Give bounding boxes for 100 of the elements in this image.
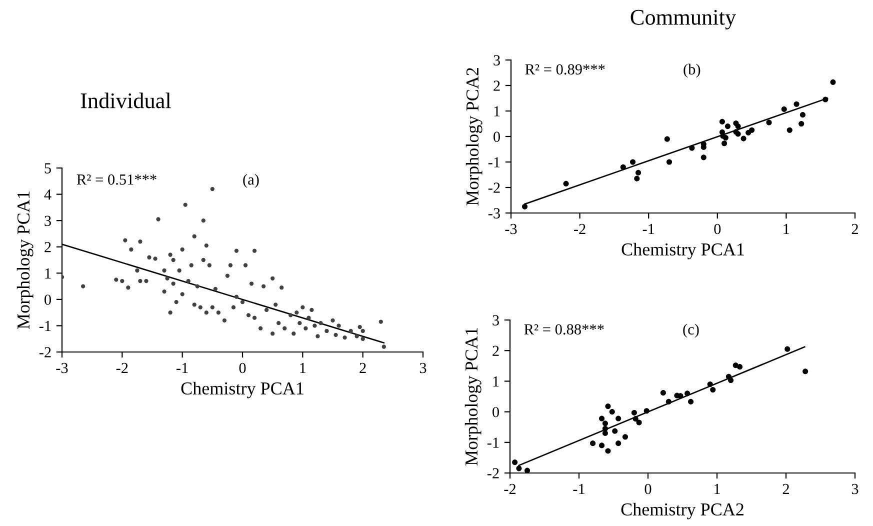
point bbox=[802, 368, 808, 374]
y-tick-label: 1 bbox=[493, 376, 499, 386]
x-tick-label: -2 bbox=[116, 362, 128, 374]
point bbox=[636, 420, 642, 426]
point bbox=[644, 408, 650, 414]
x-tick-label: 0 bbox=[644, 484, 652, 494]
point bbox=[563, 180, 569, 186]
point bbox=[700, 154, 706, 160]
point bbox=[512, 460, 518, 466]
point bbox=[707, 381, 713, 388]
point bbox=[728, 378, 734, 384]
x-tick-label: 1 bbox=[714, 484, 720, 494]
point bbox=[666, 398, 672, 404]
point bbox=[736, 364, 743, 370]
point bbox=[605, 448, 611, 454]
y-axis-title: Morphology PCA2 bbox=[466, 68, 482, 206]
y-tick-label: 3 bbox=[44, 216, 51, 226]
x-axis-title: Chemistry PCA1 bbox=[622, 242, 744, 260]
point bbox=[598, 416, 605, 422]
x-tick-label: -2 bbox=[504, 484, 516, 494]
point bbox=[710, 386, 716, 393]
point bbox=[684, 390, 690, 396]
point bbox=[798, 120, 804, 127]
point bbox=[620, 164, 626, 170]
y-axis-title: Morphology PCA1 bbox=[464, 328, 482, 466]
chart-title: Community bbox=[630, 10, 736, 30]
point bbox=[666, 159, 672, 165]
y-tick-label: 2 bbox=[494, 80, 500, 91]
point bbox=[602, 426, 608, 432]
point bbox=[632, 416, 638, 422]
x-tick-label: 2 bbox=[852, 224, 858, 234]
y-tick-label: -3 bbox=[488, 208, 500, 218]
x-tick-label: -1 bbox=[176, 362, 188, 374]
y-tick-label: 5 bbox=[44, 163, 51, 174]
point bbox=[616, 440, 622, 446]
y-tick-label: 1 bbox=[45, 268, 51, 278]
x-tick-label: -3 bbox=[56, 362, 68, 374]
y-tick-label: 1 bbox=[494, 106, 500, 116]
point bbox=[786, 127, 792, 133]
point bbox=[689, 145, 695, 151]
annotation: R² = 0.89*** bbox=[525, 64, 605, 75]
y-tick-label: -2 bbox=[488, 182, 500, 193]
chart-title: Individual bbox=[80, 92, 171, 108]
x-tick-label: -1 bbox=[573, 484, 584, 494]
point bbox=[722, 140, 728, 146]
point bbox=[719, 118, 725, 124]
point bbox=[616, 416, 622, 422]
point bbox=[794, 101, 800, 107]
point bbox=[598, 442, 605, 448]
annotation: R² = 0.51*** bbox=[76, 174, 156, 185]
y-tick-label: -2 bbox=[39, 347, 51, 358]
point bbox=[800, 112, 806, 118]
point bbox=[631, 410, 637, 416]
annotation: (b) bbox=[684, 64, 700, 78]
x-tick-label: 1 bbox=[784, 224, 790, 234]
y-tick-label: 0 bbox=[44, 294, 51, 305]
x-axis-title: Chemistry PCA2 bbox=[621, 502, 744, 520]
point bbox=[524, 468, 530, 473]
point bbox=[634, 176, 640, 182]
x-tick-label: -3 bbox=[505, 224, 517, 234]
point bbox=[781, 106, 787, 112]
point bbox=[688, 398, 694, 404]
point bbox=[612, 428, 618, 434]
annotation: (a) bbox=[243, 174, 259, 188]
x-tick-label: -2 bbox=[574, 224, 586, 234]
point bbox=[609, 409, 615, 415]
point bbox=[522, 204, 528, 210]
x-tick-label: 0 bbox=[714, 224, 721, 234]
point bbox=[605, 404, 611, 410]
y-axis-title: Morphology PCA1 bbox=[16, 192, 34, 329]
x-axis-title: Chemistry PCA1 bbox=[181, 382, 304, 398]
point bbox=[636, 170, 642, 176]
annotation: R² = 0.88*** bbox=[524, 324, 604, 335]
point bbox=[740, 136, 746, 142]
point bbox=[830, 79, 836, 85]
point bbox=[664, 136, 670, 142]
y-tick-label: -1 bbox=[487, 438, 499, 448]
y-tick-label: -1 bbox=[488, 157, 500, 168]
x-tick-label: 1 bbox=[300, 362, 306, 374]
y-tick-label: 2 bbox=[44, 242, 51, 252]
point bbox=[722, 134, 728, 141]
point bbox=[749, 127, 755, 133]
point bbox=[660, 390, 666, 396]
point bbox=[784, 346, 790, 352]
y-tick-label: 0 bbox=[494, 132, 500, 142]
annotation: (c) bbox=[683, 324, 699, 338]
point bbox=[602, 420, 608, 426]
x-tick-label: 3 bbox=[420, 362, 426, 374]
y-tick-label: -2 bbox=[487, 468, 499, 478]
y-tick-label: 3 bbox=[494, 55, 500, 66]
point bbox=[766, 120, 772, 126]
x-tick-label: 3 bbox=[852, 484, 858, 494]
x-tick-label: 2 bbox=[782, 484, 789, 494]
y-tick-label: 4 bbox=[44, 190, 52, 200]
point bbox=[622, 434, 628, 440]
x-tick-label: 0 bbox=[239, 362, 246, 374]
y-tick-label: 2 bbox=[492, 346, 499, 356]
x-tick-label: 2 bbox=[360, 362, 366, 374]
point bbox=[724, 124, 730, 130]
x-tick-label: -1 bbox=[642, 224, 654, 234]
